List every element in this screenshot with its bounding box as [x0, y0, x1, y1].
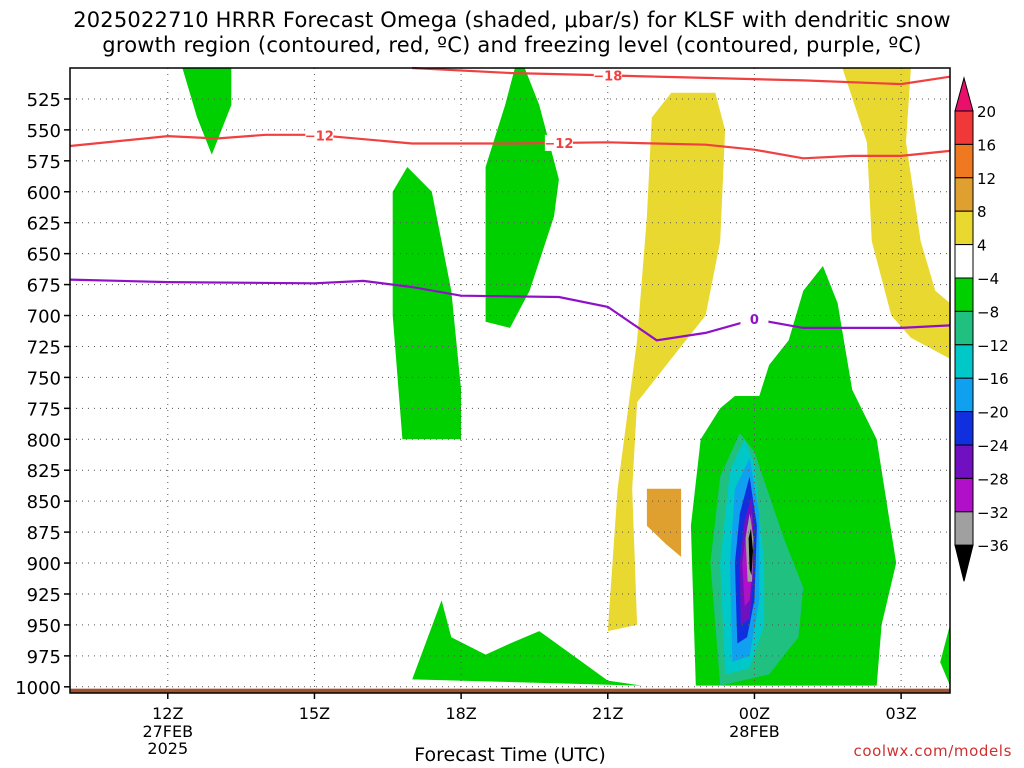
y-tick-label: 600 — [27, 183, 61, 204]
colorbar-label: −32 — [977, 504, 1009, 522]
colorbar-swatch — [954, 210, 974, 246]
x-axis-title: Forecast Time (UTC) — [414, 744, 606, 766]
omega-region — [182, 68, 232, 155]
colorbar-swatch — [954, 344, 974, 379]
y-tick-label: 925 — [27, 585, 61, 606]
y-tick-label: 825 — [27, 461, 61, 482]
y-tick-label: 850 — [27, 492, 61, 513]
freezing-level-contour-label-bg — [740, 311, 769, 328]
x-tick-date: 27FEB — [142, 722, 193, 741]
omega-region — [607, 92, 726, 632]
y-tick-label: 525 — [27, 90, 61, 111]
chart-title-line2: growth region (contoured, red, ºC) and f… — [102, 33, 922, 57]
omega-shading-layer — [182, 68, 950, 686]
y-tick-label: 950 — [27, 616, 61, 637]
colorbar-swatch — [954, 377, 974, 413]
surface-terrain — [70, 688, 950, 693]
y-tick-label: 575 — [27, 152, 61, 173]
y-tick-label: 675 — [27, 276, 61, 297]
colorbar-swatch — [954, 143, 974, 179]
colorbar-label: −36 — [977, 537, 1009, 555]
colorbar-swatch — [954, 310, 974, 346]
y-tick-label: 550 — [27, 121, 61, 142]
colorbar-label: 20 — [977, 103, 996, 121]
dgz-contour-label-bg — [305, 127, 334, 144]
colorbar-label: 4 — [977, 237, 987, 255]
contour-layer: −18 −12 0 −12 — [69, 66, 951, 342]
omega-region — [485, 68, 559, 328]
dgz-contour-label: −12 — [544, 137, 573, 152]
x-tick-label: 00Z — [739, 704, 770, 723]
omega-region — [940, 624, 950, 686]
y-tick-label: 700 — [27, 307, 61, 328]
x-tick-label: 15Z — [299, 704, 330, 723]
x-tick-label: 18Z — [445, 704, 476, 723]
plot-frame — [69, 67, 951, 694]
gridlines — [70, 68, 950, 693]
colorbar-label: −24 — [977, 437, 1009, 455]
colorbar-swatch — [954, 244, 974, 279]
colorbar-swatch — [954, 411, 974, 446]
y-tick-label: 775 — [27, 399, 61, 420]
y-tick-label: 875 — [27, 523, 61, 544]
colorbar-label: −8 — [977, 303, 999, 321]
y-tick-label: 750 — [27, 368, 61, 389]
freezing-level-contour-label: 0 — [750, 313, 759, 328]
axes: 525 550 575 600 625 650 675 700 725 750 775 800 825 8… — [15, 67, 951, 758]
y-tick-label: 975 — [27, 647, 61, 668]
dgz-contour-label: −12 — [305, 129, 334, 144]
y-tick-label: 900 — [27, 554, 61, 575]
colorbar-label: 12 — [977, 170, 996, 188]
omega-region — [412, 600, 642, 686]
x-tick-label: 12Z — [152, 704, 183, 723]
y-tick-label: 800 — [27, 430, 61, 451]
colorbar-swatch — [954, 277, 974, 312]
x-tick-date: 28FEB — [729, 722, 780, 741]
x-tick-label: 21Z — [592, 704, 623, 723]
dgz-contour-line — [412, 66, 951, 86]
colorbar-label: 16 — [977, 136, 996, 154]
colorbar-swatch — [954, 511, 974, 546]
freezing-level-contour-line — [69, 278, 951, 342]
colorbar-under-triangle — [954, 544, 974, 582]
colorbar-label: −4 — [977, 270, 999, 288]
colorbar-label: −28 — [977, 470, 1009, 488]
omega-region — [646, 488, 682, 557]
omega-region — [886, 68, 911, 93]
dgz-contour-label: −18 — [593, 69, 622, 84]
omega-region — [392, 167, 462, 440]
y-tick-label: 650 — [27, 245, 61, 266]
colorbar-label: −20 — [977, 404, 1009, 422]
dgz-contour-label-bg — [593, 67, 622, 84]
chart-title-line1: 2025022710 HRRR Forecast Omega (shaded, … — [73, 8, 951, 32]
y-tick-label: 625 — [27, 214, 61, 235]
x-tick-year: 2025 — [147, 739, 188, 758]
colorbar-over-triangle — [954, 76, 974, 112]
colorbar-swatch — [954, 477, 974, 513]
omega-region — [842, 68, 950, 359]
dgz-contour-label-bg — [544, 134, 573, 151]
colorbar-swatch — [954, 444, 974, 479]
x-tick-label: 03Z — [885, 704, 916, 723]
colorbar-label: −12 — [977, 337, 1009, 355]
ground-strip — [70, 688, 950, 693]
y-tick-label: 1000 — [15, 678, 61, 699]
colorbar-label: 8 — [977, 203, 987, 221]
omega-region — [748, 528, 753, 576]
colorbar: 20 16 12 8 4 −4 −8 −12 −16 −20 −24 −28 −32 −36 — [954, 76, 1009, 582]
colorbar-label: −16 — [977, 370, 1009, 388]
colorbar-swatch — [954, 110, 974, 145]
colorbar-swatch — [954, 177, 974, 212]
y-tick-label: 725 — [27, 337, 61, 358]
source-credit: coolwx.com/models — [853, 742, 1012, 760]
